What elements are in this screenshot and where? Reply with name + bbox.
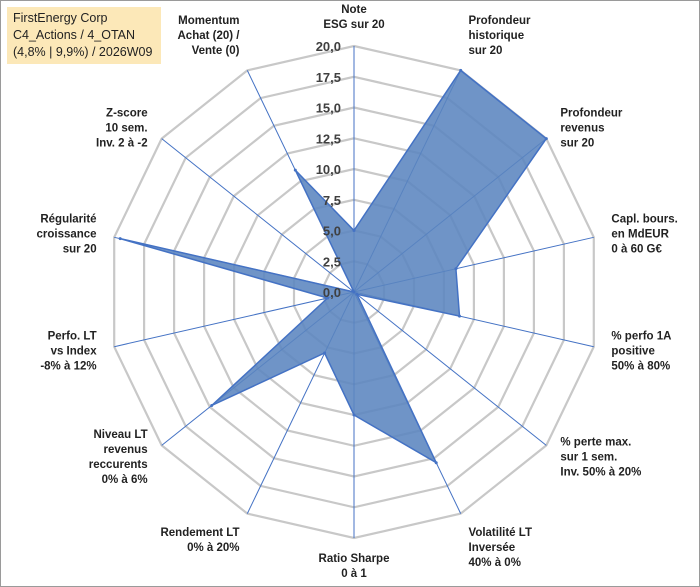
data-point <box>459 68 463 72</box>
data-point <box>434 461 438 465</box>
axis-label-line: ESG sur 20 <box>323 19 384 31</box>
tick-label: 0,0 <box>323 285 341 300</box>
tick-label: 5,0 <box>323 224 341 239</box>
axis-label-line: sur 20 <box>560 137 594 149</box>
axis-label: Profondeur revenus sur 20 <box>560 107 622 149</box>
axis-label: % perfo 1A positive 50% à 80% <box>611 331 671 373</box>
axis-label-line: Niveau LT <box>93 429 147 441</box>
axis-label-line: Capl. bours. <box>611 213 677 225</box>
axis-label-line: historique <box>469 30 525 42</box>
axis-label-line: positive <box>611 346 654 358</box>
axis-label-line: 10 sem. <box>105 122 147 134</box>
axis-label: Momentum Achat (20) / Vente (0) <box>178 15 241 57</box>
axis-label: Rendement LT 0% à 20% <box>160 527 239 554</box>
axis-label-line: % perte max. <box>560 437 631 449</box>
tick-label: 17,5 <box>316 70 341 85</box>
data-point <box>210 404 214 407</box>
axis-label-line: 0% à 6% <box>102 474 148 486</box>
axis-spoke <box>161 138 355 293</box>
axis-label: Régularité croissance sur 20 <box>36 213 96 255</box>
axis-labels: Note ESG sur 20 Profondeur historique sur 20… <box>36 4 677 580</box>
axis-label-line: Note <box>341 4 367 16</box>
axis-label-line: Vente (0) <box>192 45 240 57</box>
axis-label: Perfo. LT vs Index -8% à 12% <box>40 331 97 373</box>
data-points <box>118 68 548 465</box>
tick-label: 10,0 <box>316 162 341 177</box>
data-point <box>326 296 330 300</box>
axis-label-line: vs Index <box>51 346 98 358</box>
axis-label-line: sur 1 sem. <box>560 452 617 464</box>
axis-spoke <box>114 291 355 348</box>
data-point <box>323 351 327 355</box>
data-point <box>118 237 122 241</box>
axis-label-line: Profondeur <box>469 15 531 27</box>
axis-label-line: Rendement LT <box>160 527 239 539</box>
company-name: FirstEnergy Corp <box>13 11 108 25</box>
axis-label-line: Momentum <box>178 15 239 27</box>
axis-label-line: en MdEUR <box>611 228 669 240</box>
axis-label-line: Volatilité LT <box>469 527 532 539</box>
axis-label: % perte max. sur 1 sem. Inv. 50% à 20% <box>560 437 641 479</box>
axis-spoke <box>353 291 547 446</box>
data-point <box>352 229 356 232</box>
axis-label-line: Achat (20) / <box>178 30 241 42</box>
data-point <box>355 292 359 296</box>
tick-labels: 0,0 2,5 5,0 7,5 10,0 12,5 15,0 17,5 20,0 <box>316 39 341 300</box>
tick-label: 7,5 <box>323 193 341 208</box>
data-point <box>293 168 297 172</box>
axis-label-line: sur 20 <box>63 243 97 255</box>
axis-label-line: 0 à 60 G€ <box>611 243 662 255</box>
tick-label: 2,5 <box>323 254 341 269</box>
axis-label: Note ESG sur 20 <box>323 4 384 31</box>
tick-label: 15,0 <box>316 101 341 116</box>
axis-label: Volatilité LT Inversée 40% à 0% <box>469 527 532 569</box>
axis-label-line: 40% à 0% <box>469 557 521 569</box>
axis-label-line: revenus <box>560 122 604 134</box>
axis-label-line: Perfo. LT <box>48 331 97 343</box>
axis-label-line: croissance <box>36 228 96 240</box>
tick-label: 20,0 <box>316 39 341 54</box>
portfolio-name: C4_Actions / 4_OTAN <box>13 28 136 42</box>
data-point <box>458 314 461 318</box>
tick-label: 12,5 <box>316 131 341 146</box>
chart-title-box: FirstEnergy Corp C4_Actions / 4_OTAN (4,… <box>7 7 161 64</box>
axis-label: Niveau LT revenus reccurents 0% à 6% <box>89 429 148 486</box>
axis-label-line: Régularité <box>40 213 96 225</box>
axis-label-line: Inversée <box>469 542 516 554</box>
axis-label-line: Inv. 2 à -2 <box>96 137 148 149</box>
axis-label-line: 50% à 80% <box>611 361 670 373</box>
axis-label-line: % perfo 1A <box>611 331 671 343</box>
data-point <box>544 137 548 141</box>
axis-label-line: Ratio Sharpe <box>319 553 390 565</box>
axis-label: Profondeur historique sur 20 <box>469 15 531 57</box>
axis-label-line: 0 à 1 <box>341 568 367 580</box>
data-point <box>454 267 458 271</box>
axis-label: Capl. bours. en MdEUR 0 à 60 G€ <box>611 213 677 255</box>
data-point <box>352 290 356 294</box>
axis-label-line: reccurents <box>89 459 148 471</box>
axis-label-line: sur 20 <box>469 45 503 57</box>
performance-info: (4,8% | 9,9%) / 2026W09 <box>13 45 153 59</box>
axis-label-line: revenus <box>103 444 147 456</box>
axis-label-line: Z-score <box>106 107 148 119</box>
axis-label-line: Profondeur <box>560 107 622 119</box>
axis-label-line: -8% à 12% <box>40 361 96 373</box>
data-point <box>352 413 356 417</box>
axis-label: Z-score 10 sem. Inv. 2 à -2 <box>96 107 148 149</box>
axis-label: Ratio Sharpe 0 à 1 <box>319 553 390 580</box>
axis-label-line: 0% à 20% <box>187 542 239 554</box>
axis-label-line: Inv. 50% à 20% <box>560 467 641 479</box>
